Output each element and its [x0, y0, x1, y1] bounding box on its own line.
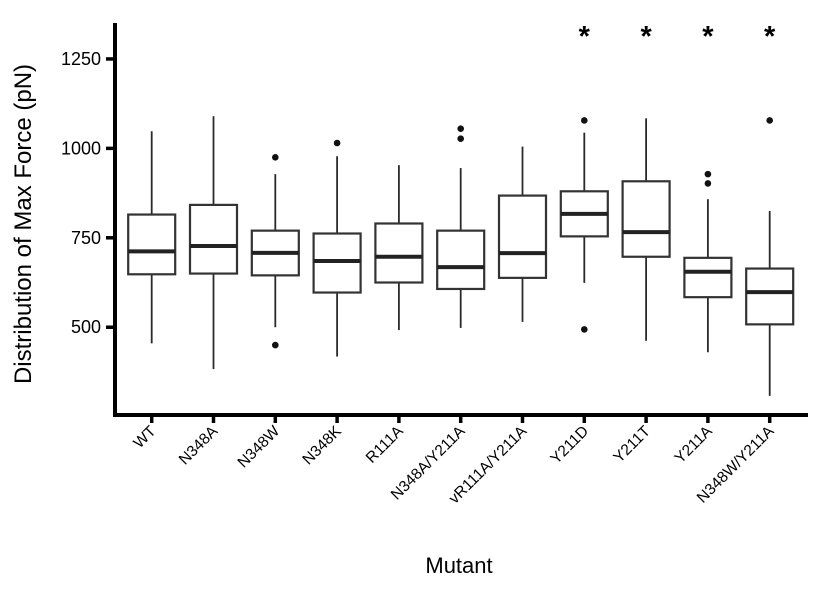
significance-star-Y211A: * — [702, 21, 714, 53]
outlier-point-N348W — [272, 341, 279, 349]
significance-star-Y211T: * — [640, 21, 652, 53]
significance-star-Y211D: * — [579, 21, 591, 53]
box-Y211T — [621, 180, 671, 258]
x-axis-category-label-N348W: N348W — [235, 423, 284, 472]
y-axis-title: Distribution of Max Force (pN) — [10, 63, 37, 385]
x-axis-category-label-WT: WT — [130, 422, 159, 451]
outlier-point-Y211A — [704, 170, 712, 178]
x-axis-category-label-N348A: N348A — [176, 422, 222, 468]
outlier-point-Y211A — [704, 180, 712, 187]
x-axis-category-label-Y211T: Y211T — [610, 422, 654, 466]
box-Y211A — [683, 256, 733, 299]
outlier-point-N348W — [272, 154, 279, 161]
box-N348A — [188, 203, 239, 275]
x-axis-category-label-Y211D: Y211D — [547, 423, 592, 468]
outlier-point-N348A-Y211A — [457, 125, 465, 133]
significance-star-N348W-Y211A: * — [764, 21, 776, 53]
box-vR111A-Y211A — [497, 194, 548, 279]
outlier-point-N348W-Y211A — [766, 117, 773, 124]
box-R111A — [374, 222, 424, 284]
y-axis-tick-label: 1000 — [61, 138, 101, 158]
y-axis-tick-label: 500 — [71, 317, 101, 337]
x-axis-category-label-N348K: N348K — [299, 422, 345, 468]
outlier-point-N348K — [333, 139, 341, 147]
box-N348A-Y211A — [436, 229, 486, 291]
x-axis-category-label-Y211A: Y211A — [672, 422, 717, 467]
box-N348W-Y211A — [745, 267, 795, 326]
y-axis-tick-label: 750 — [71, 228, 101, 248]
outlier-point-Y211D — [581, 117, 588, 124]
outlier-point-N348A-Y211A — [457, 135, 465, 143]
outlier-point-Y211D — [581, 326, 588, 333]
x-axis-title: Mutant — [425, 553, 493, 578]
y-axis-tick-label: 1250 — [61, 49, 101, 69]
x-axis-category-label-R111A: R111A — [363, 422, 407, 466]
box-WT — [127, 213, 177, 276]
